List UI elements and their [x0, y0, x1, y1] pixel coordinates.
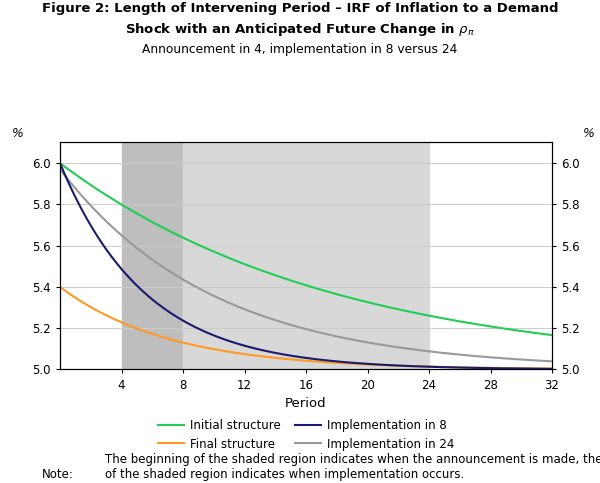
- Text: Shock with an Anticipated Future Change in $\rho_{\pi}$: Shock with an Anticipated Future Change …: [125, 21, 475, 38]
- Bar: [183, 142, 429, 369]
- Text: %: %: [583, 127, 595, 140]
- Bar: [121, 142, 183, 369]
- Text: Figure 2: Length of Intervening Period – IRF of Inflation to a Demand: Figure 2: Length of Intervening Period –…: [42, 2, 558, 15]
- Text: Note:: Note:: [42, 468, 74, 481]
- Text: Announcement in 4, implementation in 8 versus 24: Announcement in 4, implementation in 8 v…: [142, 43, 458, 56]
- Legend: Initial structure, Final structure, Implementation in 8, Implementation in 24: Initial structure, Final structure, Impl…: [153, 414, 459, 455]
- X-axis label: Period: Period: [285, 397, 327, 410]
- Text: %: %: [12, 127, 24, 140]
- Text: The beginning of the shaded region indicates when the announcement is made, the : The beginning of the shaded region indic…: [105, 453, 600, 481]
